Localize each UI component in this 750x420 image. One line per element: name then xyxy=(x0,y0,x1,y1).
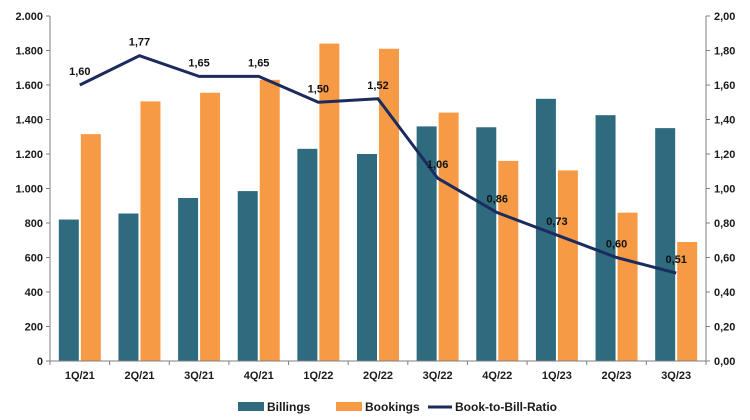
bar-bookings-1Q/21 xyxy=(80,134,101,361)
left-tick-label: 400 xyxy=(25,287,43,299)
bar-billings-4Q/22 xyxy=(476,127,497,361)
right-tick-label: 0,00 xyxy=(714,356,735,368)
right-tick-label: 1,20 xyxy=(714,149,735,161)
bar-billings-3Q/21 xyxy=(178,197,199,361)
x-tick-label: 3Q/23 xyxy=(661,370,691,382)
x-tick-label: 2Q/23 xyxy=(602,370,632,382)
x-tick-label: 2Q/21 xyxy=(124,370,154,382)
left-tick-label: 0 xyxy=(37,356,43,368)
bar-bookings-3Q/21 xyxy=(200,92,221,361)
x-tick-label: 3Q/21 xyxy=(184,370,214,382)
bar-billings-1Q/22 xyxy=(297,148,318,361)
bar-billings-1Q/21 xyxy=(58,219,79,361)
data-label-ratio: 1,06 xyxy=(427,159,448,171)
bar-billings-2Q/21 xyxy=(118,213,139,361)
data-label-ratio: 1,50 xyxy=(308,83,329,95)
bar-bookings-4Q/22 xyxy=(498,160,519,361)
bar-billings-2Q/23 xyxy=(595,115,616,361)
right-tick-label: 1,80 xyxy=(714,46,735,58)
left-tick-label: 1.600 xyxy=(15,80,43,92)
data-label-ratio: 1,52 xyxy=(367,80,388,92)
right-tick-label: 1,00 xyxy=(714,184,735,196)
left-tick-label: 1.800 xyxy=(15,46,43,58)
bar-billings-3Q/23 xyxy=(655,128,676,361)
right-tick-label: 0,20 xyxy=(714,322,735,334)
legend-swatch-bookings xyxy=(336,402,362,411)
x-tick-label: 1Q/22 xyxy=(303,370,333,382)
bar-bookings-3Q/23 xyxy=(677,241,698,361)
right-tick-label: 0,40 xyxy=(714,287,735,299)
legend-label-bookings: Bookings xyxy=(365,400,420,414)
left-tick-label: 1.000 xyxy=(15,184,43,196)
legend-label-billings: Billings xyxy=(267,400,311,414)
left-tick-label: 800 xyxy=(25,218,43,230)
legend-swatch-billings xyxy=(238,402,264,411)
right-tick-label: 1,40 xyxy=(714,115,735,127)
bars-layer xyxy=(58,43,698,362)
legend: Billings Bookings Book-to-Bill-Ratio xyxy=(238,400,557,414)
bar-bookings-4Q/21 xyxy=(259,79,280,361)
series-line-book-to-bill-ratio xyxy=(79,54,677,275)
left-tick-label: 600 xyxy=(25,253,43,265)
bar-billings-2Q/22 xyxy=(357,154,377,361)
bar-bookings-3Q/22 xyxy=(438,112,459,361)
right-tick-label: 1,60 xyxy=(714,80,735,92)
x-tick-label: 4Q/21 xyxy=(244,370,274,382)
data-label-ratio: 1,65 xyxy=(248,57,269,69)
left-tick-label: 1.400 xyxy=(15,115,43,127)
x-tick-label: 2Q/22 xyxy=(363,370,393,382)
bar-billings-4Q/21 xyxy=(237,191,258,361)
data-label-ratio: 0,86 xyxy=(487,194,508,206)
right-tick-label: 2,00 xyxy=(714,11,735,23)
x-tick-label: 1Q/23 xyxy=(542,370,572,382)
data-label-ratio: 1,65 xyxy=(188,57,209,69)
bar-bookings-2Q/21 xyxy=(140,101,161,361)
right-tick-label: 0,60 xyxy=(714,253,735,265)
data-label-ratio: 0,73 xyxy=(546,216,567,228)
bar-bookings-2Q/22 xyxy=(379,48,399,362)
bar-billings-3Q/22 xyxy=(416,126,437,362)
x-tick-label: 3Q/22 xyxy=(423,370,453,382)
bar-bookings-1Q/22 xyxy=(319,43,340,361)
data-label-ratio: 1,77 xyxy=(129,37,150,49)
axes-layer: 0 200 400 600 800 1.000 1.200 1.400 1.600 1.800 2.… xyxy=(15,11,735,382)
left-tick-label: 2.000 xyxy=(15,11,43,23)
legend-label-book-to-bill-ratio: Book-to-Bill-Ratio xyxy=(455,400,557,414)
ratio-line-layer: 1,60 1,77 1,65 1,65 1,50 1,52 1,06 0,86 0,73 0,60… xyxy=(69,37,687,275)
left-tick-label: 1.200 xyxy=(15,149,43,161)
data-label-ratio: 0,60 xyxy=(606,239,627,251)
bar-bookings-2Q/23 xyxy=(617,212,638,361)
data-label-ratio: 0,51 xyxy=(665,254,686,266)
x-tick-label: 1Q/21 xyxy=(65,370,95,382)
data-label-ratio: 1,60 xyxy=(69,66,90,78)
left-tick-label: 200 xyxy=(25,322,43,334)
right-tick-label: 0,80 xyxy=(714,218,735,230)
x-tick-label: 4Q/22 xyxy=(482,370,512,382)
bar-bookings-1Q/23 xyxy=(557,170,578,361)
